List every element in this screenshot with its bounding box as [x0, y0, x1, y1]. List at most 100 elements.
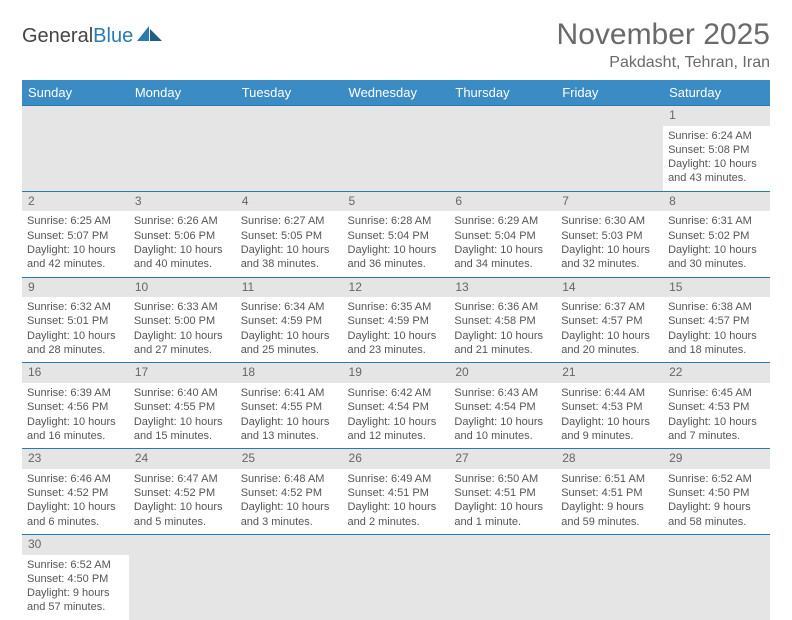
day-cell: 9Sunrise: 6:32 AMSunset: 5:01 PMDaylight…: [22, 277, 129, 363]
weekday-header: Sunday: [22, 80, 129, 106]
day-number: 22: [663, 363, 770, 383]
logo: GeneralBlue: [22, 18, 163, 48]
day-cell: 5Sunrise: 6:28 AMSunset: 5:04 PMDaylight…: [343, 191, 450, 277]
day-number: 3: [129, 192, 236, 212]
day-info: Sunrise: 6:28 AMSunset: 5:04 PMDaylight:…: [348, 213, 445, 271]
day-cell: 28Sunrise: 6:51 AMSunset: 4:51 PMDayligh…: [556, 449, 663, 535]
day-number: 1: [663, 106, 770, 126]
day-info: Sunrise: 6:37 AMSunset: 4:57 PMDaylight:…: [561, 299, 658, 357]
day-cell: 12Sunrise: 6:35 AMSunset: 4:59 PMDayligh…: [343, 277, 450, 363]
day-info: Sunrise: 6:40 AMSunset: 4:55 PMDaylight:…: [134, 385, 231, 443]
month-title: November 2025: [557, 18, 770, 52]
day-number: 5: [343, 192, 450, 212]
header: GeneralBlue November 2025 Pakdasht, Tehr…: [22, 18, 770, 72]
day-number: 28: [556, 449, 663, 469]
day-cell: 18Sunrise: 6:41 AMSunset: 4:55 PMDayligh…: [236, 363, 343, 449]
day-cell: 11Sunrise: 6:34 AMSunset: 4:59 PMDayligh…: [236, 277, 343, 363]
day-info: Sunrise: 6:48 AMSunset: 4:52 PMDaylight:…: [241, 471, 338, 529]
day-number: 9: [22, 278, 129, 298]
day-number: 2: [22, 192, 129, 212]
day-cell: 3Sunrise: 6:26 AMSunset: 5:06 PMDaylight…: [129, 191, 236, 277]
day-info: Sunrise: 6:24 AMSunset: 5:08 PMDaylight:…: [668, 128, 765, 186]
day-cell: 4Sunrise: 6:27 AMSunset: 5:05 PMDaylight…: [236, 191, 343, 277]
day-number: 4: [236, 192, 343, 212]
day-info: Sunrise: 6:44 AMSunset: 4:53 PMDaylight:…: [561, 385, 658, 443]
day-cell: 17Sunrise: 6:40 AMSunset: 4:55 PMDayligh…: [129, 363, 236, 449]
empty-cell: [556, 534, 663, 619]
calendar-week-row: 9Sunrise: 6:32 AMSunset: 5:01 PMDaylight…: [22, 277, 770, 363]
day-info: Sunrise: 6:38 AMSunset: 4:57 PMDaylight:…: [668, 299, 765, 357]
day-cell: 25Sunrise: 6:48 AMSunset: 4:52 PMDayligh…: [236, 449, 343, 535]
day-info: Sunrise: 6:42 AMSunset: 4:54 PMDaylight:…: [348, 385, 445, 443]
day-number: 14: [556, 278, 663, 298]
day-info: Sunrise: 6:32 AMSunset: 5:01 PMDaylight:…: [27, 299, 124, 357]
day-cell: 13Sunrise: 6:36 AMSunset: 4:58 PMDayligh…: [449, 277, 556, 363]
weekday-header-row: SundayMondayTuesdayWednesdayThursdayFrid…: [22, 80, 770, 106]
empty-cell: [343, 106, 450, 192]
empty-cell: [236, 106, 343, 192]
day-info: Sunrise: 6:50 AMSunset: 4:51 PMDaylight:…: [454, 471, 551, 529]
day-info: Sunrise: 6:25 AMSunset: 5:07 PMDaylight:…: [27, 213, 124, 271]
empty-cell: [556, 106, 663, 192]
weekday-header: Saturday: [663, 80, 770, 106]
day-cell: 6Sunrise: 6:29 AMSunset: 5:04 PMDaylight…: [449, 191, 556, 277]
day-number: 20: [449, 363, 556, 383]
day-info: Sunrise: 6:36 AMSunset: 4:58 PMDaylight:…: [454, 299, 551, 357]
day-number: 13: [449, 278, 556, 298]
day-number: 23: [22, 449, 129, 469]
day-cell: 14Sunrise: 6:37 AMSunset: 4:57 PMDayligh…: [556, 277, 663, 363]
day-info: Sunrise: 6:52 AMSunset: 4:50 PMDaylight:…: [27, 557, 124, 615]
day-info: Sunrise: 6:31 AMSunset: 5:02 PMDaylight:…: [668, 213, 765, 271]
day-number: 6: [449, 192, 556, 212]
logo-sail-icon: [137, 24, 163, 48]
day-info: Sunrise: 6:49 AMSunset: 4:51 PMDaylight:…: [348, 471, 445, 529]
empty-cell: [449, 534, 556, 619]
day-cell: 8Sunrise: 6:31 AMSunset: 5:02 PMDaylight…: [663, 191, 770, 277]
day-info: Sunrise: 6:34 AMSunset: 4:59 PMDaylight:…: [241, 299, 338, 357]
day-number: 26: [343, 449, 450, 469]
day-number: 10: [129, 278, 236, 298]
location: Pakdasht, Tehran, Iran: [557, 54, 770, 72]
day-number: 8: [663, 192, 770, 212]
day-cell: 24Sunrise: 6:47 AMSunset: 4:52 PMDayligh…: [129, 449, 236, 535]
day-info: Sunrise: 6:52 AMSunset: 4:50 PMDaylight:…: [668, 471, 765, 529]
day-info: Sunrise: 6:35 AMSunset: 4:59 PMDaylight:…: [348, 299, 445, 357]
day-cell: 30Sunrise: 6:52 AMSunset: 4:50 PMDayligh…: [22, 534, 129, 619]
day-number: 25: [236, 449, 343, 469]
day-cell: 29Sunrise: 6:52 AMSunset: 4:50 PMDayligh…: [663, 449, 770, 535]
day-info: Sunrise: 6:29 AMSunset: 5:04 PMDaylight:…: [454, 213, 551, 271]
day-cell: 10Sunrise: 6:33 AMSunset: 5:00 PMDayligh…: [129, 277, 236, 363]
day-number: 7: [556, 192, 663, 212]
calendar-week-row: 1Sunrise: 6:24 AMSunset: 5:08 PMDaylight…: [22, 106, 770, 192]
weekday-header: Wednesday: [343, 80, 450, 106]
day-number: 21: [556, 363, 663, 383]
day-info: Sunrise: 6:27 AMSunset: 5:05 PMDaylight:…: [241, 213, 338, 271]
calendar-week-row: 16Sunrise: 6:39 AMSunset: 4:56 PMDayligh…: [22, 363, 770, 449]
day-number: 15: [663, 278, 770, 298]
empty-cell: [449, 106, 556, 192]
day-cell: 19Sunrise: 6:42 AMSunset: 4:54 PMDayligh…: [343, 363, 450, 449]
day-number: 27: [449, 449, 556, 469]
title-block: November 2025 Pakdasht, Tehran, Iran: [557, 18, 770, 72]
day-info: Sunrise: 6:33 AMSunset: 5:00 PMDaylight:…: [134, 299, 231, 357]
day-cell: 26Sunrise: 6:49 AMSunset: 4:51 PMDayligh…: [343, 449, 450, 535]
weekday-header: Thursday: [449, 80, 556, 106]
calendar-week-row: 2Sunrise: 6:25 AMSunset: 5:07 PMDaylight…: [22, 191, 770, 277]
calendar-week-row: 23Sunrise: 6:46 AMSunset: 4:52 PMDayligh…: [22, 449, 770, 535]
weekday-header: Friday: [556, 80, 663, 106]
calendar-table: SundayMondayTuesdayWednesdayThursdayFrid…: [22, 80, 770, 620]
day-info: Sunrise: 6:39 AMSunset: 4:56 PMDaylight:…: [27, 385, 124, 443]
day-cell: 15Sunrise: 6:38 AMSunset: 4:57 PMDayligh…: [663, 277, 770, 363]
day-number: 17: [129, 363, 236, 383]
day-info: Sunrise: 6:45 AMSunset: 4:53 PMDaylight:…: [668, 385, 765, 443]
day-number: 18: [236, 363, 343, 383]
day-cell: 27Sunrise: 6:50 AMSunset: 4:51 PMDayligh…: [449, 449, 556, 535]
day-info: Sunrise: 6:30 AMSunset: 5:03 PMDaylight:…: [561, 213, 658, 271]
day-cell: 20Sunrise: 6:43 AMSunset: 4:54 PMDayligh…: [449, 363, 556, 449]
empty-cell: [343, 534, 450, 619]
day-cell: 23Sunrise: 6:46 AMSunset: 4:52 PMDayligh…: [22, 449, 129, 535]
day-cell: 1Sunrise: 6:24 AMSunset: 5:08 PMDaylight…: [663, 106, 770, 192]
day-info: Sunrise: 6:41 AMSunset: 4:55 PMDaylight:…: [241, 385, 338, 443]
day-cell: 22Sunrise: 6:45 AMSunset: 4:53 PMDayligh…: [663, 363, 770, 449]
day-number: 29: [663, 449, 770, 469]
